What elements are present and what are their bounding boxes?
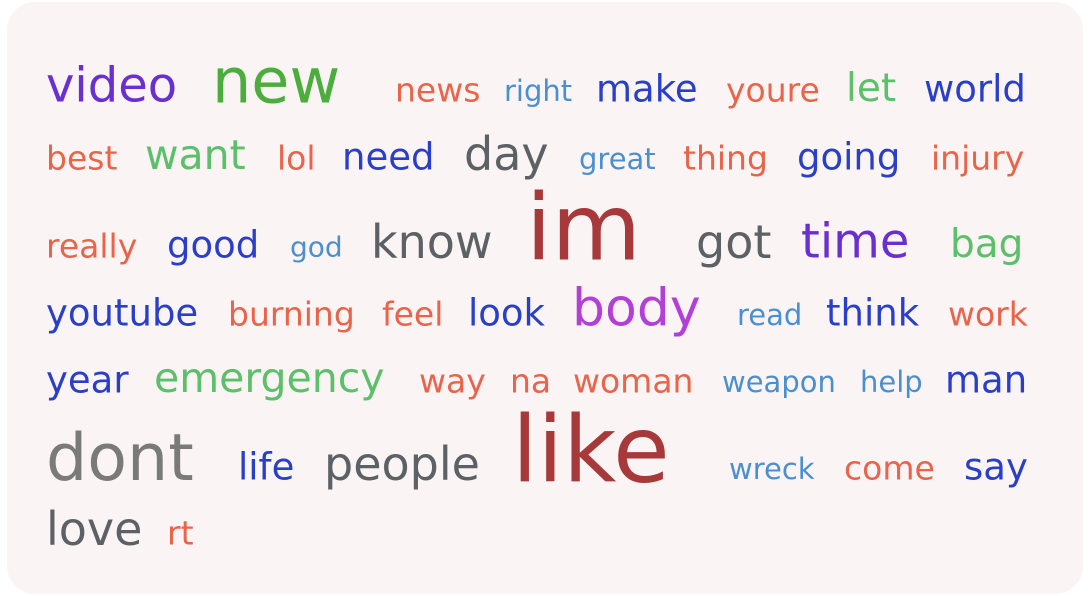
cloud-word-know: know — [371, 215, 493, 270]
cloud-word-im: im — [526, 174, 642, 282]
cloud-word-youtube: youtube — [46, 291, 199, 335]
cloud-word-god: god — [290, 230, 343, 264]
cloud-word-news: news — [395, 70, 481, 110]
cloud-word-wreck: wreck — [729, 451, 815, 486]
cloud-word-way: way — [419, 361, 486, 401]
word-cloud-card: video new news right make youre let world best wa… — [7, 2, 1083, 594]
cloud-word-read: read — [737, 297, 803, 332]
cloud-word-help: help — [860, 364, 923, 399]
cloud-word-woman: woman — [573, 361, 694, 401]
cloud-word-dont: dont — [46, 421, 194, 496]
cloud-word-injury: injury — [931, 138, 1025, 178]
cloud-word-love: love — [46, 502, 143, 557]
cloud-word-come: come — [844, 448, 935, 488]
cloud-word-let: let — [846, 65, 897, 111]
cloud-word-emergency: emergency — [154, 354, 385, 403]
cloud-word-new: new — [212, 44, 341, 118]
cloud-word-people: people — [324, 437, 480, 492]
cloud-word-weapon: weapon — [722, 364, 836, 399]
cloud-word-like: like — [512, 396, 670, 504]
cloud-word-want: want — [145, 131, 246, 180]
cloud-word-work: work — [948, 294, 1028, 334]
cloud-word-year: year — [46, 358, 129, 402]
cloud-word-got: got — [696, 215, 772, 270]
cloud-word-man: man — [945, 358, 1028, 402]
cloud-word-bag: bag — [950, 221, 1024, 267]
cloud-word-lol: lol — [277, 138, 316, 178]
cloud-word-rt: rt — [167, 513, 194, 553]
cloud-word-look: look — [468, 291, 545, 335]
cloud-word-say: say — [964, 445, 1028, 489]
cloud-word-need: need — [342, 135, 435, 179]
cloud-word-na: na — [510, 361, 552, 401]
cloud-word-good: good — [167, 223, 260, 267]
cloud-word-time: time — [801, 213, 910, 270]
cloud-word-body: body — [572, 278, 701, 339]
cloud-word-video: video — [46, 57, 178, 114]
cloud-word-best: best — [46, 138, 118, 178]
cloud-word-feel: feel — [382, 294, 444, 334]
cloud-word-think: think — [826, 291, 920, 335]
cloud-word-right: right — [504, 73, 573, 108]
cloud-word-burning: burning — [228, 294, 355, 334]
cloud-word-day: day — [464, 127, 549, 182]
cloud-word-really: really — [46, 226, 138, 266]
cloud-word-life: life — [238, 445, 295, 489]
cloud-word-world: world — [924, 67, 1026, 111]
cloud-word-make: make — [596, 67, 698, 111]
word-cloud: video new news right make youre let world best wa… — [7, 2, 1083, 594]
cloud-word-great: great — [579, 141, 656, 176]
cloud-word-youre: youre — [726, 70, 820, 110]
cloud-word-going: going — [797, 135, 901, 179]
cloud-word-thing: thing — [683, 138, 768, 178]
